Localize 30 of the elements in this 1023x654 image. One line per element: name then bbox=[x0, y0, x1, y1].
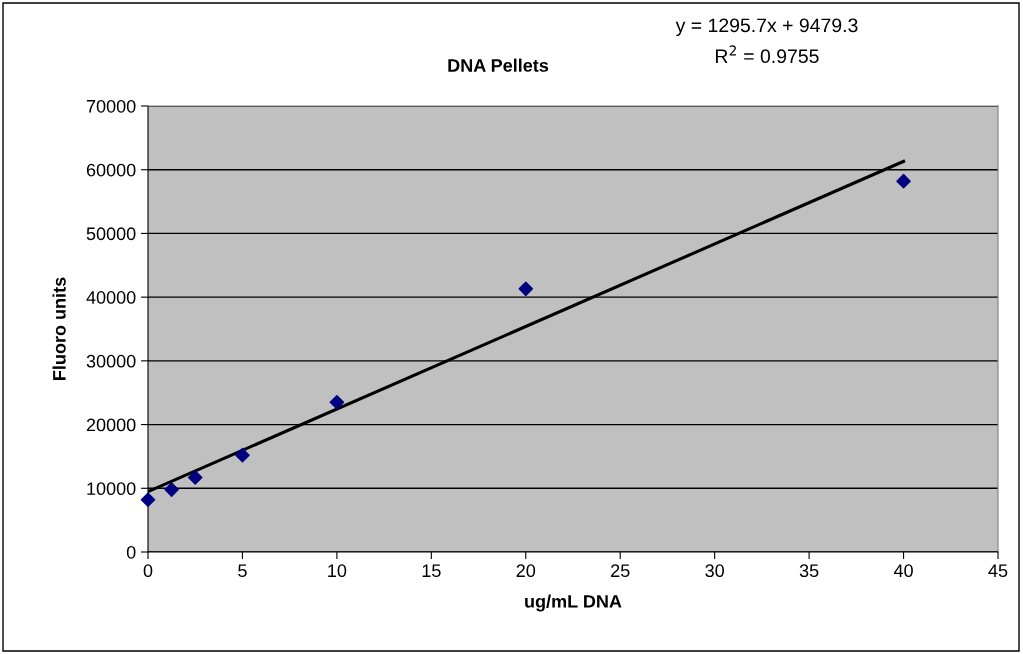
point bbox=[329, 394, 345, 410]
y-tick-label: 0 bbox=[126, 545, 136, 559]
y-tick-label: 50000 bbox=[86, 227, 136, 241]
point bbox=[235, 447, 250, 463]
text: R$^{2}$ = 0.9755 bbox=[716, 45, 819, 64]
x-tick-label: 15 bbox=[422, 564, 441, 578]
text: y = 1295.7x + 9479.3 bbox=[675, 18, 858, 37]
y-tick-label: 70000 bbox=[86, 99, 136, 113]
y-tick-label: 20000 bbox=[86, 418, 136, 432]
x-tick-label: 45 bbox=[988, 564, 1008, 578]
x-tick-label: 5 bbox=[238, 564, 247, 578]
y-tick-label: 60000 bbox=[86, 163, 136, 177]
x-tick-label: 20 bbox=[516, 564, 536, 578]
x-tick-label: 35 bbox=[799, 564, 819, 578]
x-tick-label: 30 bbox=[705, 564, 724, 578]
point bbox=[164, 482, 179, 497]
point bbox=[140, 492, 156, 508]
y-tick-label: 40000 bbox=[86, 291, 136, 304]
x-tick-label: 25 bbox=[611, 564, 630, 578]
x-tick-label: 0 bbox=[143, 564, 153, 578]
point bbox=[518, 281, 534, 297]
point bbox=[187, 470, 203, 485]
x-axis-title: ug/mL DNA bbox=[525, 594, 622, 612]
x-tick-label: 40 bbox=[893, 564, 913, 578]
chart-title: DNA Pellets bbox=[448, 58, 549, 72]
y-tick-label: 30000 bbox=[86, 354, 136, 368]
x-tick-label: 10 bbox=[328, 564, 347, 578]
y-tick-label: 10000 bbox=[87, 482, 136, 496]
point bbox=[896, 173, 911, 189]
y-axis-title: Fluoro units bbox=[52, 277, 66, 380]
